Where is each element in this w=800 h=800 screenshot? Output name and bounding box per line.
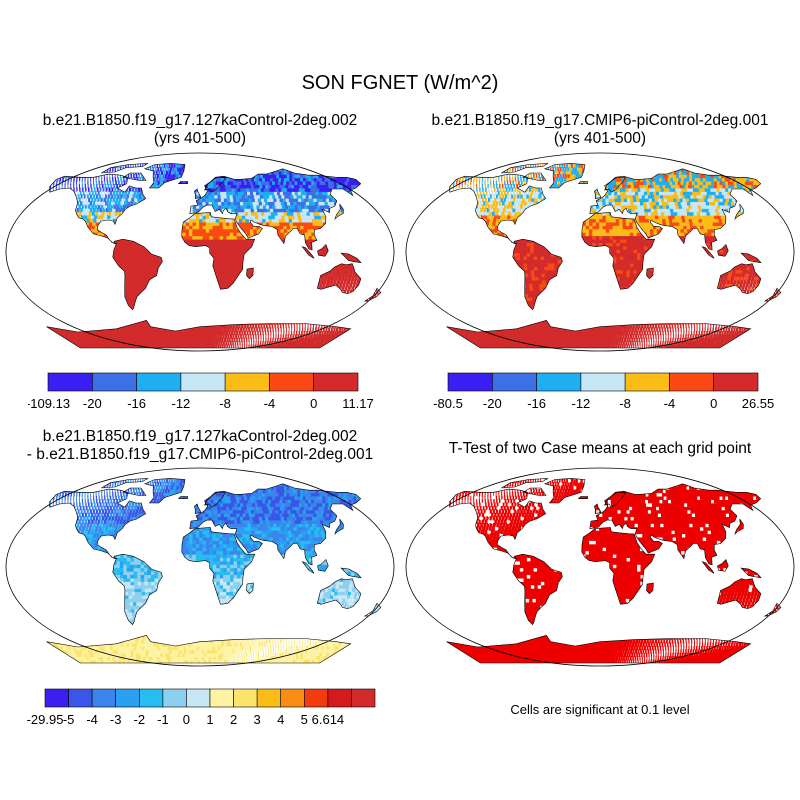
colorbar-label: -16 bbox=[527, 396, 546, 411]
colorbar-label: -8 bbox=[619, 396, 631, 411]
panel-2-title: b.e21.B1850.f19_g17.CMIP6-piControl-2deg… bbox=[400, 112, 800, 148]
colorbar-label: -20 bbox=[83, 396, 102, 411]
colorbar-swatch bbox=[91, 688, 116, 708]
colorbar-label: 0 bbox=[310, 396, 317, 411]
panel-1-title-line1: b.e21.B1850.f19_g17.127kaControl-2deg.00… bbox=[0, 112, 400, 130]
colorbar-label: 0 bbox=[710, 396, 717, 411]
land-cells bbox=[446, 163, 781, 348]
colorbar-label: 26.55 bbox=[742, 396, 775, 411]
colorbar-swatch bbox=[713, 372, 759, 392]
panel-3-title-line1: b.e21.B1850.f19_g17.127kaControl-2deg.00… bbox=[0, 428, 400, 446]
colorbar-label: -1 bbox=[157, 712, 169, 727]
panel-3-colorbar: -29.95 -5 -4 -3 -2 -1 0 1 2 3 4 5 6.614 bbox=[27, 688, 376, 727]
colorbar-label: 5 bbox=[301, 712, 308, 727]
colorbar-label: -8 bbox=[219, 396, 231, 411]
colorbar-label: 2 bbox=[230, 712, 237, 727]
coastlines bbox=[446, 478, 782, 664]
colorbar-swatch bbox=[669, 372, 714, 392]
colorbar-label: -16 bbox=[127, 396, 146, 411]
colorbar-swatch bbox=[233, 688, 258, 708]
colorbar-swatch bbox=[47, 372, 93, 392]
coastlines bbox=[446, 163, 782, 349]
panel-2-title-line1: b.e21.B1850.f19_g17.CMIP6-piControl-2deg… bbox=[400, 112, 800, 130]
colorbar-swatch bbox=[256, 688, 282, 708]
colorbar-label: -109.13 bbox=[28, 396, 70, 411]
colorbar-swatch bbox=[327, 688, 352, 708]
colorbar-label: 0 bbox=[183, 712, 190, 727]
colorbar-swatch bbox=[224, 372, 270, 392]
colorbar-swatch bbox=[280, 688, 305, 708]
colorbar-swatch bbox=[68, 688, 93, 708]
colorbar-label: -4 bbox=[664, 396, 676, 411]
panel-2-title-line2: (yrs 401-500) bbox=[400, 130, 800, 148]
panel-3-title-line2: - b.e21.B1850.f19_g17.CMIP6-piControl-2d… bbox=[0, 446, 400, 464]
colorbar-swatch bbox=[44, 688, 69, 708]
colorbar-label: -80.5 bbox=[433, 396, 463, 411]
colorbar-swatch bbox=[92, 372, 137, 392]
panel-2-colorbar: -80.5 -20 -16 -12 -8 -4 0 26.55 bbox=[433, 372, 775, 411]
colorbar-label: 3 bbox=[253, 712, 260, 727]
panel-1-title: b.e21.B1850.f19_g17.127kaControl-2deg.00… bbox=[0, 112, 400, 148]
panel-1-colorbar: -109.13 -20 -16 -12 -8 -4 0 11.17 bbox=[28, 372, 374, 411]
figure-title: SON FGNET (W/m^2) bbox=[0, 72, 800, 95]
colorbar-label: -4 bbox=[264, 396, 276, 411]
colorbar-label: 1 bbox=[206, 712, 213, 727]
colorbar-label: 11.17 bbox=[342, 396, 374, 411]
map-boundary bbox=[405, 152, 795, 352]
colorbar-label: -29.95 bbox=[27, 712, 64, 727]
panel-4-map bbox=[405, 467, 795, 667]
colorbar-swatch bbox=[209, 688, 234, 708]
panel-3-map bbox=[5, 467, 395, 667]
map-boundary bbox=[405, 467, 795, 667]
coastlines bbox=[46, 163, 382, 349]
panel-1-map bbox=[5, 152, 395, 352]
colorbar-swatch bbox=[115, 688, 140, 708]
panel-3-title: b.e21.B1850.f19_g17.127kaControl-2deg.00… bbox=[0, 428, 400, 464]
colorbar-label: -20 bbox=[483, 396, 502, 411]
colorbar-swatch bbox=[139, 688, 164, 708]
colorbar-swatch bbox=[536, 372, 582, 392]
colorbar-label: -2 bbox=[134, 712, 146, 727]
colorbar-swatch bbox=[269, 372, 314, 392]
colorbar-swatch bbox=[186, 688, 211, 708]
land-cells bbox=[46, 478, 381, 663]
colorbar-swatch bbox=[351, 688, 376, 708]
colorbar-swatch bbox=[313, 372, 359, 392]
colorbar-swatch bbox=[162, 688, 187, 708]
colorbar-label: -3 bbox=[110, 712, 122, 727]
colorbar-label: -12 bbox=[572, 396, 591, 411]
panel-1-title-line2: (yrs 401-500) bbox=[0, 130, 400, 148]
map-boundary bbox=[5, 467, 395, 667]
colorbar-swatch bbox=[492, 372, 537, 392]
coastlines bbox=[46, 478, 382, 664]
colorbar-label: 6.614 bbox=[312, 712, 345, 727]
colorbar-label: -5 bbox=[63, 712, 75, 727]
panel-2-map bbox=[405, 152, 795, 352]
colorbar-swatch bbox=[624, 372, 670, 392]
colorbar-label: -12 bbox=[172, 396, 191, 411]
colorbar-swatch bbox=[136, 372, 182, 392]
land-cells bbox=[446, 478, 781, 663]
colorbar-swatch bbox=[447, 372, 493, 392]
colorbar-label: -4 bbox=[86, 712, 98, 727]
colorbar-label: 4 bbox=[277, 712, 284, 727]
colorbar-swatch bbox=[580, 372, 626, 392]
colorbar-swatch bbox=[180, 372, 226, 392]
panel-4-title-line1: T-Test of two Case means at each grid po… bbox=[400, 440, 800, 458]
colorbar-swatch bbox=[303, 688, 329, 708]
panel-4-title: T-Test of two Case means at each grid po… bbox=[400, 440, 800, 458]
significance-footnote: Cells are significant at 0.1 level bbox=[400, 702, 800, 717]
map-boundary bbox=[5, 152, 395, 352]
land-cells bbox=[46, 163, 381, 348]
